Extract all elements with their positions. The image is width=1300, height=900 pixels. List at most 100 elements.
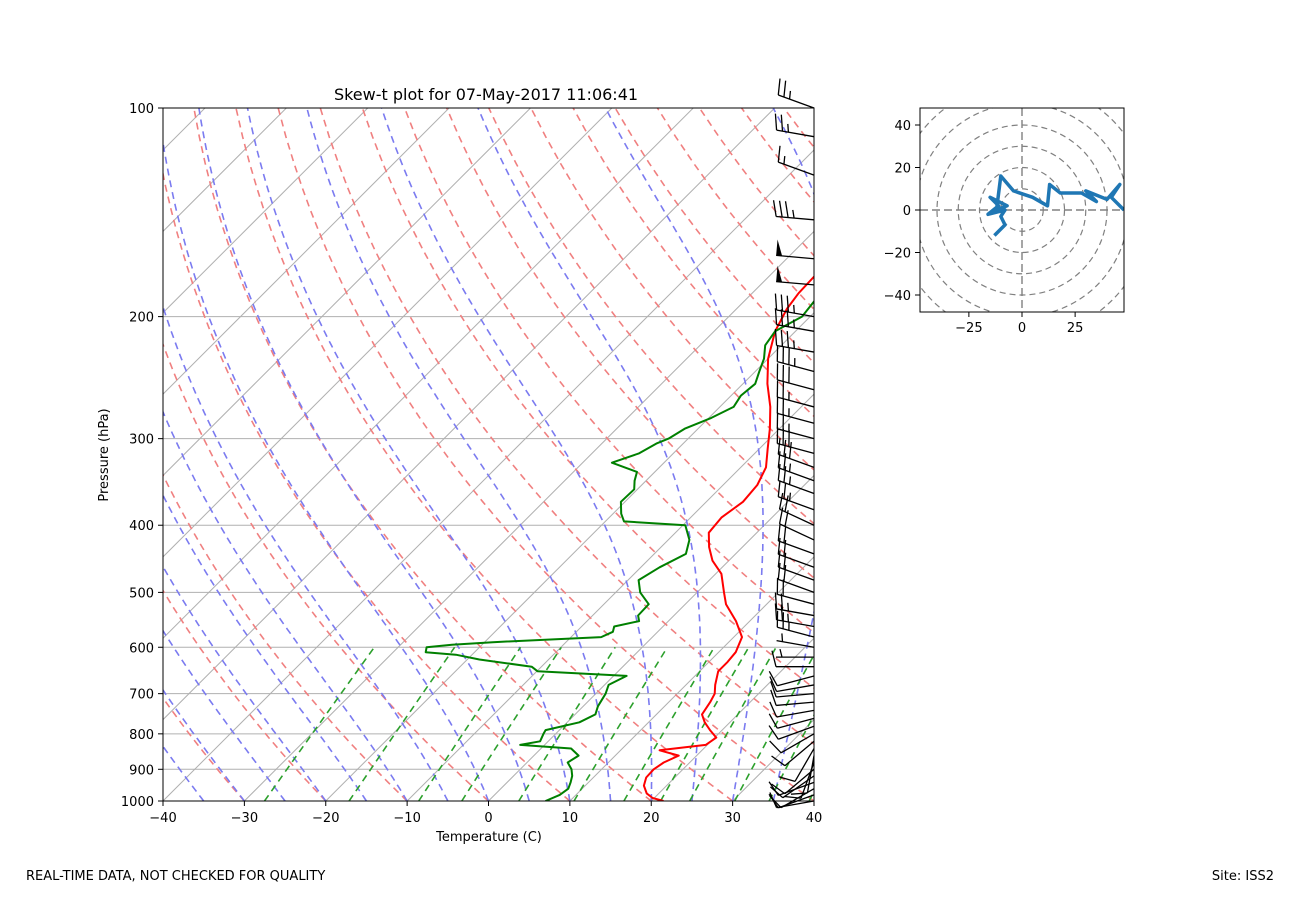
wind-barb: [777, 550, 815, 581]
barb-shaft: [778, 94, 815, 109]
barb-shaft: [784, 740, 815, 767]
barb-flag: [783, 564, 787, 582]
dry-adiabat: [277, 108, 814, 801]
y-tick-label: 400: [129, 519, 154, 534]
mixing-ratio-line: [573, 646, 668, 801]
barb-flag: [768, 725, 779, 740]
barb-shaft: [776, 280, 815, 286]
x-tick-label: 40: [806, 811, 823, 826]
barb-shaft: [778, 553, 815, 568]
barb-flag: [771, 783, 786, 795]
barb-flag: [783, 466, 787, 483]
isotherm-line: [163, 108, 531, 477]
wind-barb: [769, 775, 815, 799]
barb-flag: [790, 792, 808, 795]
barb-shaft: [778, 161, 815, 176]
dry-adiabat: [361, 108, 814, 690]
wind-barb: [770, 681, 815, 698]
barb-half-flag: [787, 123, 790, 133]
moist-adiabat: [163, 629, 286, 801]
wind-barb: [771, 768, 815, 795]
barb-shaft: [776, 701, 815, 707]
barb-flag: [780, 604, 784, 621]
barb-shaft: [778, 725, 815, 740]
barb-shaft: [776, 129, 815, 138]
barb-half-flag: [787, 602, 790, 612]
wind-barb: [776, 577, 815, 605]
y-tick-label: 700: [129, 688, 154, 703]
wind-barb: [774, 328, 815, 353]
barb-flag: [778, 776, 796, 783]
barb-shaft: [806, 755, 815, 794]
moist-adiabat: [477, 108, 702, 801]
isotherm-line: [163, 108, 775, 721]
wind-barb: [774, 592, 815, 617]
barb-flag: [769, 740, 782, 754]
wind-barb: [777, 480, 815, 511]
wind-barb: [777, 451, 815, 482]
barb-shaft: [778, 540, 815, 555]
barb-flag: [777, 537, 781, 555]
barb-shaft: [778, 578, 815, 593]
barb-shaft: [778, 453, 815, 468]
hodograph-y-tick-label: 40: [894, 119, 911, 134]
isotherm-line: [163, 108, 450, 395]
barb-shaft: [780, 733, 815, 754]
skewt-plot-area: [163, 108, 814, 801]
x-tick-label: 20: [643, 811, 660, 826]
barb-flag: [769, 676, 778, 692]
isotherm-line: [163, 108, 369, 314]
dry-adiabat: [445, 108, 814, 580]
barb-half-flag: [783, 155, 786, 165]
wind-barb: [776, 363, 815, 391]
barb-flag: [768, 671, 778, 687]
moist-adiabat: [163, 565, 327, 801]
hodograph-rings: [920, 108, 1124, 312]
hodograph-y-tick-label: 0: [903, 204, 911, 219]
isotherm-line: [650, 637, 814, 801]
wind-barb: [771, 740, 815, 767]
barb-flag: [768, 713, 778, 729]
wind-barb: [776, 426, 815, 454]
mixing-ratio-line: [768, 713, 814, 801]
isotherm-line: [244, 230, 814, 801]
barb-flag: [783, 453, 787, 470]
barb-flag: [777, 480, 781, 497]
barb-flag: [777, 562, 781, 580]
barb-half-flag: [788, 476, 792, 485]
x-tick-label: −20: [312, 811, 339, 826]
barb-shaft: [776, 640, 815, 648]
barb-shaft: [776, 215, 815, 221]
wind-barb: [777, 524, 815, 555]
wind-barb: [777, 78, 815, 109]
mixing-ratio-line: [733, 653, 814, 801]
barb-flag: [771, 650, 777, 667]
barb-flag: [777, 437, 781, 455]
isotherm-line: [406, 393, 814, 801]
mixing-ratio-line: [659, 646, 750, 801]
barb-flag: [783, 439, 787, 457]
barb-shaft: [778, 467, 815, 482]
barb-shaft: [776, 709, 815, 718]
wind-barb: [777, 464, 815, 495]
barb-flag: [777, 451, 781, 468]
hodograph-ring: [957, 145, 1087, 275]
mixing-ratio-line: [518, 646, 616, 801]
x-tick-label: −10: [393, 811, 420, 826]
moist-adiabat: [163, 409, 408, 801]
barb-flag: [769, 701, 778, 718]
wind-barb: [774, 293, 815, 318]
dry-adiabat: [163, 696, 245, 801]
x-tick-label: 10: [562, 811, 579, 826]
wind-barb: [778, 492, 815, 526]
y-tick-label: 800: [129, 728, 154, 743]
barb-shaft: [777, 442, 815, 454]
barb-flag: [778, 200, 783, 218]
isotherm-line: [163, 149, 814, 801]
barb-flag: [780, 330, 784, 347]
barb-shaft: [778, 479, 815, 495]
wind-barb: [776, 633, 815, 648]
x-tick-label: −30: [231, 811, 258, 826]
wind-barb: [770, 689, 815, 707]
barb-shaft: [779, 508, 815, 526]
